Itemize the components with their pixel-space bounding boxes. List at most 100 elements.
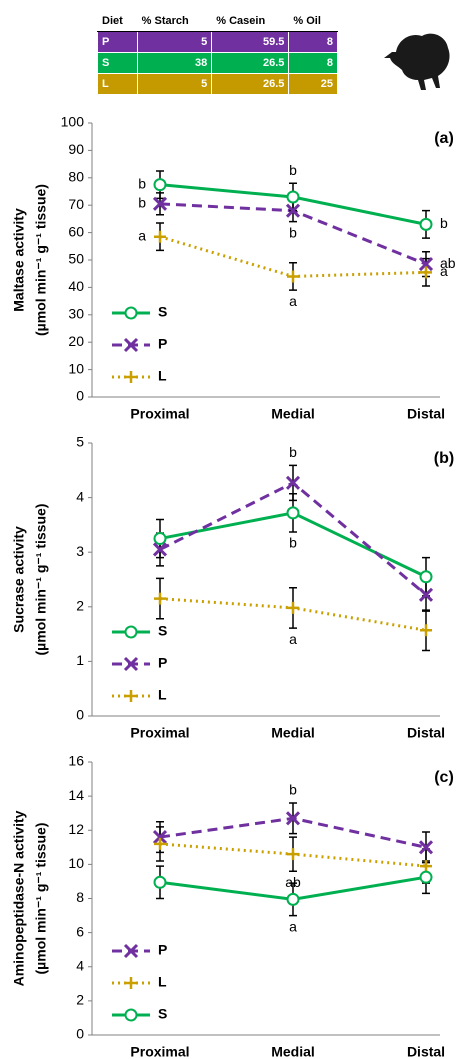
significance-letter: a bbox=[289, 918, 297, 934]
marker bbox=[418, 587, 434, 602]
marker bbox=[154, 230, 166, 243]
table-row: S 38 26.5 8 bbox=[97, 52, 338, 74]
significance-letter: b bbox=[289, 535, 297, 551]
marker bbox=[420, 860, 432, 873]
legend-marker bbox=[124, 625, 138, 639]
y-axis-label: Aminopeptidase-N activity bbox=[11, 810, 27, 986]
significance-letter: ab bbox=[285, 874, 301, 890]
x-tick-label: Medial bbox=[271, 1044, 315, 1059]
x-tick-label: Proximal bbox=[130, 1044, 189, 1059]
marker bbox=[287, 601, 299, 614]
legend-label: P bbox=[158, 655, 167, 671]
y-tick-label: 40 bbox=[68, 278, 84, 294]
y-tick-label: 4 bbox=[76, 957, 84, 973]
table-header-cell: % Starch bbox=[136, 10, 213, 32]
legend-label: L bbox=[158, 687, 167, 703]
marker bbox=[287, 848, 299, 861]
x-tick-label: Medial bbox=[271, 406, 315, 422]
y-tick-label: 6 bbox=[76, 923, 84, 939]
legend-item: S bbox=[112, 623, 167, 639]
marker bbox=[419, 570, 433, 584]
marker bbox=[152, 830, 168, 845]
x-tick-label: Proximal bbox=[130, 725, 189, 741]
marker bbox=[152, 542, 168, 557]
legend-label: P bbox=[158, 942, 167, 958]
y-tick-label: 0 bbox=[76, 707, 84, 723]
y-axis-label: (µmol min⁻¹ g⁻¹ tissue) bbox=[33, 184, 49, 336]
legend-item: S bbox=[112, 1006, 167, 1022]
significance-letter: b bbox=[440, 215, 448, 231]
y-tick-label: 60 bbox=[68, 223, 84, 239]
legend-label: S bbox=[158, 623, 167, 639]
x-tick-label: Distal bbox=[407, 1044, 445, 1059]
y-tick-label: 2 bbox=[76, 992, 84, 1008]
legend-marker bbox=[125, 371, 137, 383]
y-tick-label: 3 bbox=[76, 543, 84, 559]
significance-letter: a bbox=[440, 263, 448, 279]
significance-letter: b bbox=[289, 782, 297, 798]
table-header-cell: Diet bbox=[97, 10, 138, 32]
y-tick-label: 14 bbox=[68, 787, 84, 803]
marker bbox=[152, 196, 168, 211]
y-tick-label: 1 bbox=[76, 652, 84, 668]
legend-item: S bbox=[112, 304, 167, 320]
y-axis-label: Maltase activity bbox=[11, 208, 27, 312]
significance-letter: ab bbox=[440, 255, 456, 271]
y-tick-label: 50 bbox=[68, 251, 84, 267]
marker bbox=[153, 178, 167, 192]
table-row: P 5 59.5 8 bbox=[97, 31, 338, 53]
y-tick-label: 16 bbox=[68, 753, 84, 769]
x-tick-label: Distal bbox=[407, 725, 445, 741]
y-tick-label: 10 bbox=[68, 360, 84, 376]
bird-icon bbox=[384, 33, 450, 90]
y-tick-label: 0 bbox=[76, 388, 84, 404]
y-tick-label: 8 bbox=[76, 889, 84, 905]
significance-letter: a bbox=[289, 293, 297, 309]
significance-letter: b bbox=[138, 175, 146, 191]
y-tick-label: 100 bbox=[61, 114, 85, 130]
y-axis-label: Sucrase activity bbox=[11, 526, 27, 633]
marker bbox=[287, 270, 299, 283]
significance-letter: b bbox=[289, 224, 297, 240]
significance-letter: b bbox=[138, 195, 146, 211]
marker bbox=[418, 257, 434, 272]
marker bbox=[418, 840, 434, 855]
diet-table: Diet% Starch% Casein% Oil P 5 59.5 8 S 38 26.5 8… bbox=[97, 10, 338, 95]
y-tick-label: 5 bbox=[76, 434, 84, 450]
marker bbox=[153, 875, 167, 889]
legend-marker bbox=[124, 1008, 138, 1022]
table-cell: 25 bbox=[288, 73, 338, 95]
marker bbox=[420, 266, 432, 279]
marker bbox=[153, 532, 167, 546]
marker bbox=[285, 475, 301, 490]
legend-marker bbox=[125, 690, 137, 702]
significance-letter: b bbox=[289, 444, 297, 460]
y-tick-label: 10 bbox=[68, 855, 84, 871]
legend-item: L bbox=[112, 368, 167, 384]
table-row: L 5 26.5 25 bbox=[97, 73, 338, 95]
x-tick-label: Medial bbox=[271, 725, 315, 741]
table-cell: 26.5 bbox=[211, 73, 290, 95]
legend-label: S bbox=[158, 1006, 167, 1022]
y-tick-label: 20 bbox=[68, 333, 84, 349]
significance-letter: a bbox=[138, 227, 146, 243]
x-tick-label: Proximal bbox=[130, 406, 189, 422]
marker bbox=[285, 811, 301, 826]
legend-marker bbox=[123, 943, 139, 959]
y-tick-label: 70 bbox=[68, 196, 84, 212]
panel-label: (c) bbox=[434, 769, 454, 786]
legend-item: L bbox=[112, 687, 167, 703]
marker bbox=[285, 203, 301, 218]
legend-marker bbox=[123, 337, 139, 353]
y-tick-label: 80 bbox=[68, 169, 84, 185]
y-tick-label: 2 bbox=[76, 598, 84, 614]
marker bbox=[154, 837, 166, 850]
y-tick-label: 0 bbox=[76, 1026, 84, 1042]
legend-item: L bbox=[112, 974, 167, 990]
panel-label: (a) bbox=[434, 130, 454, 147]
marker bbox=[420, 624, 432, 637]
legend-item: P bbox=[112, 336, 167, 353]
marker bbox=[286, 892, 300, 906]
